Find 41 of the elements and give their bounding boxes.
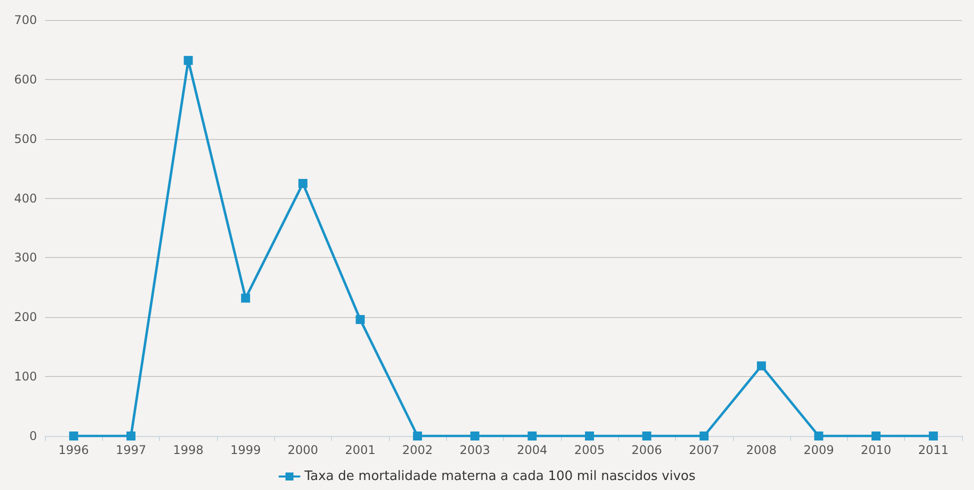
x-tick-label: 1998: [173, 443, 204, 457]
x-tick-label: 2008: [746, 443, 777, 457]
x-tick-label: 2006: [632, 443, 662, 457]
x-tick-label: 1996: [58, 443, 89, 457]
x-tick-label: 2002: [402, 443, 433, 457]
point: [642, 432, 652, 440]
x-tick-label: 2005: [574, 443, 605, 457]
y-tick-label: 700: [14, 13, 37, 27]
point: [756, 361, 766, 370]
x-tick-label: 2000: [288, 443, 318, 457]
legend-label: Taxa de mortalidade materna a cada 100 mil nascidos vivos: [303, 469, 696, 484]
x-tick-label: 2007: [688, 443, 720, 457]
y-tick-label: 400: [14, 191, 37, 206]
point: [584, 432, 594, 440]
x-tick-label: 1999: [230, 443, 261, 457]
x-tick-label: 1997: [116, 443, 146, 457]
point: [413, 432, 422, 440]
point: [126, 432, 136, 440]
point: [298, 178, 308, 188]
x-tick-label: 2011: [918, 443, 949, 457]
point: [928, 432, 938, 440]
y-tick-label: 0: [29, 429, 37, 443]
x-tick-label: 2009: [803, 443, 834, 457]
x-tick-label: 2010: [860, 443, 892, 457]
point: [470, 432, 480, 440]
x-tick-label: 2001: [344, 443, 376, 457]
y-tick-label: 600: [14, 72, 37, 86]
y-tick-label: 500: [14, 132, 37, 146]
point: [814, 432, 824, 440]
point: [184, 56, 193, 65]
y-tick-label: 100: [14, 370, 37, 384]
x-tick-label: 2004: [516, 443, 548, 457]
y-tick-label: 200: [14, 310, 37, 324]
y-tick-label: 300: [14, 250, 37, 265]
point: [872, 432, 881, 440]
point: [700, 432, 709, 440]
point: [356, 315, 365, 324]
point: [241, 294, 250, 303]
x-tick-label: 2003: [460, 443, 490, 457]
point: [69, 432, 78, 440]
point: [528, 432, 537, 440]
